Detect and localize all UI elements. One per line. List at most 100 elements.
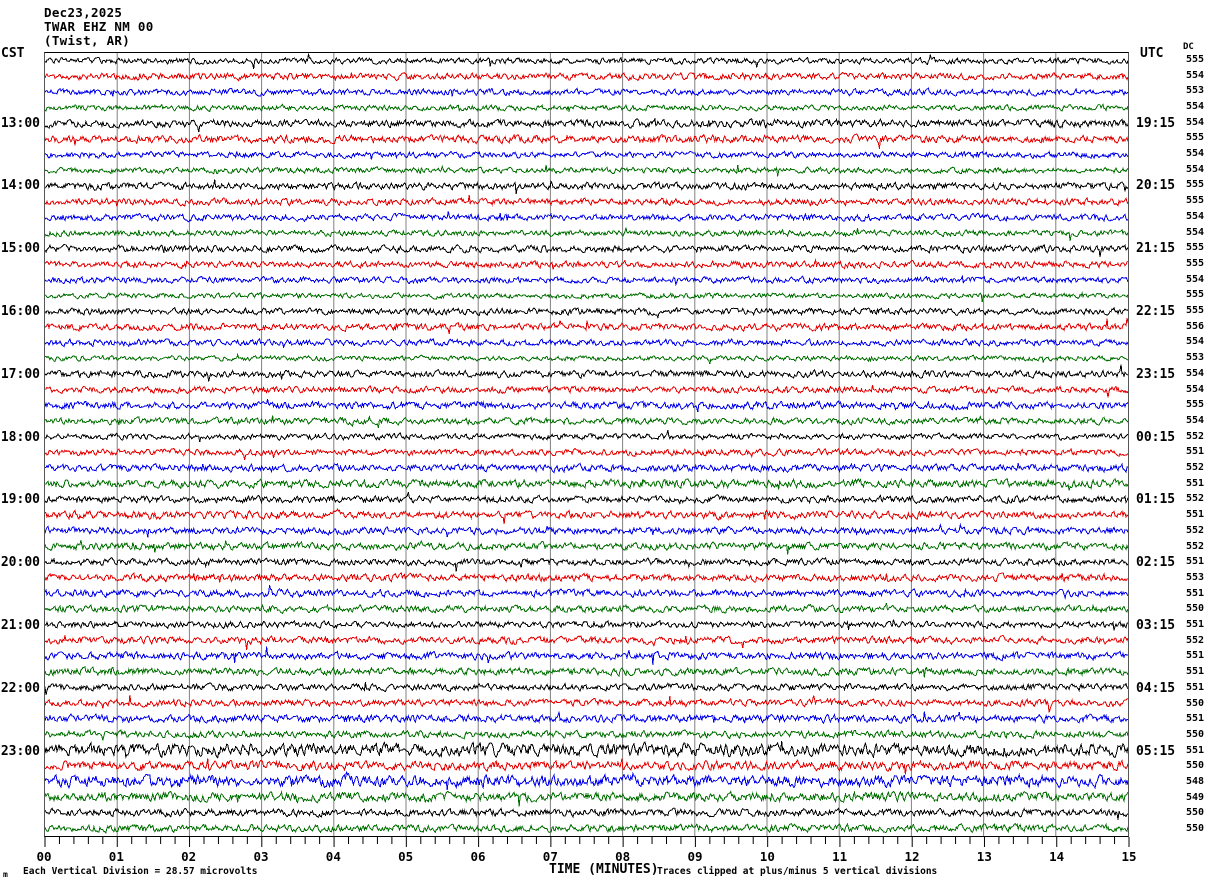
x-tick-label: 02 bbox=[181, 849, 197, 864]
dc-value: 554 bbox=[1186, 69, 1205, 81]
x-axis-title: TIME (MINUTES) bbox=[549, 862, 659, 877]
dc-value: 550 bbox=[1186, 823, 1205, 835]
seismogram-plot-area[interactable] bbox=[44, 52, 1129, 837]
cst-time-label: 16:00 bbox=[0, 304, 40, 320]
dc-value: 551 bbox=[1186, 587, 1205, 599]
dc-value: 556 bbox=[1186, 320, 1205, 332]
x-tick-label: 07 bbox=[542, 849, 558, 864]
x-tick-label: 10 bbox=[759, 849, 775, 864]
dc-value: 554 bbox=[1186, 383, 1205, 395]
utc-time-label: 20:15 bbox=[1136, 178, 1176, 194]
utc-time-label: 03:15 bbox=[1136, 618, 1176, 634]
utc-time-label: 19:15 bbox=[1136, 115, 1176, 131]
dc-value: 554 bbox=[1186, 100, 1205, 112]
utc-time-label: 04:15 bbox=[1136, 680, 1176, 696]
x-tick-label: 15 bbox=[1121, 849, 1137, 864]
dc-value: 554 bbox=[1186, 226, 1205, 238]
dc-value: 553 bbox=[1186, 85, 1205, 97]
dc-value: 553 bbox=[1186, 352, 1205, 364]
axis-label-cst: CST bbox=[1, 46, 25, 61]
dc-value: 555 bbox=[1186, 242, 1205, 254]
dc-value: 554 bbox=[1186, 367, 1205, 379]
dc-value: 551 bbox=[1186, 446, 1205, 458]
scale-unit-glyph: m bbox=[3, 870, 8, 879]
dc-value: 551 bbox=[1186, 744, 1205, 756]
dc-value: 552 bbox=[1186, 493, 1205, 505]
dc-value: 551 bbox=[1186, 666, 1205, 678]
x-tick-label: 12 bbox=[904, 849, 920, 864]
dc-value: 554 bbox=[1186, 163, 1205, 175]
dc-value: 551 bbox=[1186, 509, 1205, 521]
dc-value: 555 bbox=[1186, 179, 1205, 191]
x-tick-label: 04 bbox=[325, 849, 341, 864]
cst-time-label: 18:00 bbox=[0, 429, 40, 445]
dc-value: 554 bbox=[1186, 414, 1205, 426]
dc-value: 551 bbox=[1186, 477, 1205, 489]
dc-value: 551 bbox=[1186, 619, 1205, 631]
dc-value: 551 bbox=[1186, 713, 1205, 725]
cst-time-label: 23:00 bbox=[0, 743, 40, 759]
dc-value: 551 bbox=[1186, 681, 1205, 693]
dc-value: 551 bbox=[1186, 650, 1205, 662]
dc-value: 552 bbox=[1186, 462, 1205, 474]
utc-time-label: 05:15 bbox=[1136, 743, 1176, 759]
x-tick-label: 11 bbox=[832, 849, 848, 864]
utc-time-label: 23:15 bbox=[1136, 366, 1176, 382]
x-axis-ticks bbox=[44, 837, 1130, 847]
dc-value: 550 bbox=[1186, 728, 1205, 740]
header-location: (Twist, AR) bbox=[44, 33, 131, 48]
cst-time-label: 21:00 bbox=[0, 618, 40, 634]
cst-time-label: 17:00 bbox=[0, 366, 40, 382]
dc-value: 555 bbox=[1186, 53, 1205, 65]
cst-time-label: 15:00 bbox=[0, 241, 40, 257]
dc-value: 554 bbox=[1186, 148, 1205, 160]
dc-value: 552 bbox=[1186, 524, 1205, 536]
axis-label-dc: DC bbox=[1183, 42, 1194, 52]
dc-value: 555 bbox=[1186, 257, 1205, 269]
header-station-code: TWAR EHZ NM 00 bbox=[44, 19, 154, 34]
cst-time-label: 19:00 bbox=[0, 492, 40, 508]
dc-value: 555 bbox=[1186, 195, 1205, 207]
dc-value: 555 bbox=[1186, 289, 1205, 301]
cst-time-label: 22:00 bbox=[0, 680, 40, 696]
utc-time-label: 21:15 bbox=[1136, 241, 1176, 257]
dc-value: 552 bbox=[1186, 430, 1205, 442]
dc-value: 551 bbox=[1186, 556, 1205, 568]
dc-value: 548 bbox=[1186, 776, 1205, 788]
dc-value: 555 bbox=[1186, 399, 1205, 411]
dc-value: 553 bbox=[1186, 571, 1205, 583]
x-tick-label: 14 bbox=[1049, 849, 1065, 864]
dc-value: 555 bbox=[1186, 132, 1205, 144]
x-tick-label: 06 bbox=[470, 849, 486, 864]
utc-time-label: 01:15 bbox=[1136, 492, 1176, 508]
x-tick-label: 00 bbox=[36, 849, 52, 864]
x-tick-label: 05 bbox=[398, 849, 414, 864]
dc-value: 550 bbox=[1186, 760, 1205, 772]
dc-value: 555 bbox=[1186, 305, 1205, 317]
x-tick-label: 01 bbox=[108, 849, 124, 864]
dc-value: 554 bbox=[1186, 273, 1205, 285]
seismic-traces bbox=[45, 53, 1128, 834]
dc-value: 554 bbox=[1186, 210, 1205, 222]
cst-time-label: 20:00 bbox=[0, 555, 40, 571]
x-tick-label: 13 bbox=[976, 849, 992, 864]
utc-time-label: 00:15 bbox=[1136, 429, 1176, 445]
cst-time-label: 14:00 bbox=[0, 178, 40, 194]
dc-value: 550 bbox=[1186, 603, 1205, 615]
scale-note: Each Vertical Division = 28.57 microvolt… bbox=[23, 866, 258, 877]
utc-time-label: 22:15 bbox=[1136, 304, 1176, 320]
clip-note: Traces clipped at plus/minus 5 vertical … bbox=[657, 866, 938, 877]
axis-label-utc: UTC bbox=[1140, 46, 1164, 61]
dc-value: 549 bbox=[1186, 791, 1205, 803]
dc-value: 552 bbox=[1186, 634, 1205, 646]
utc-time-label: 02:15 bbox=[1136, 555, 1176, 571]
header-date: Dec23,2025 bbox=[44, 5, 123, 20]
cst-time-label: 13:00 bbox=[0, 115, 40, 131]
dc-value: 550 bbox=[1186, 697, 1205, 709]
x-tick-label: 08 bbox=[615, 849, 631, 864]
dc-value: 554 bbox=[1186, 116, 1205, 128]
dc-value: 554 bbox=[1186, 336, 1205, 348]
x-tick-label: 09 bbox=[687, 849, 703, 864]
dc-value: 550 bbox=[1186, 807, 1205, 819]
